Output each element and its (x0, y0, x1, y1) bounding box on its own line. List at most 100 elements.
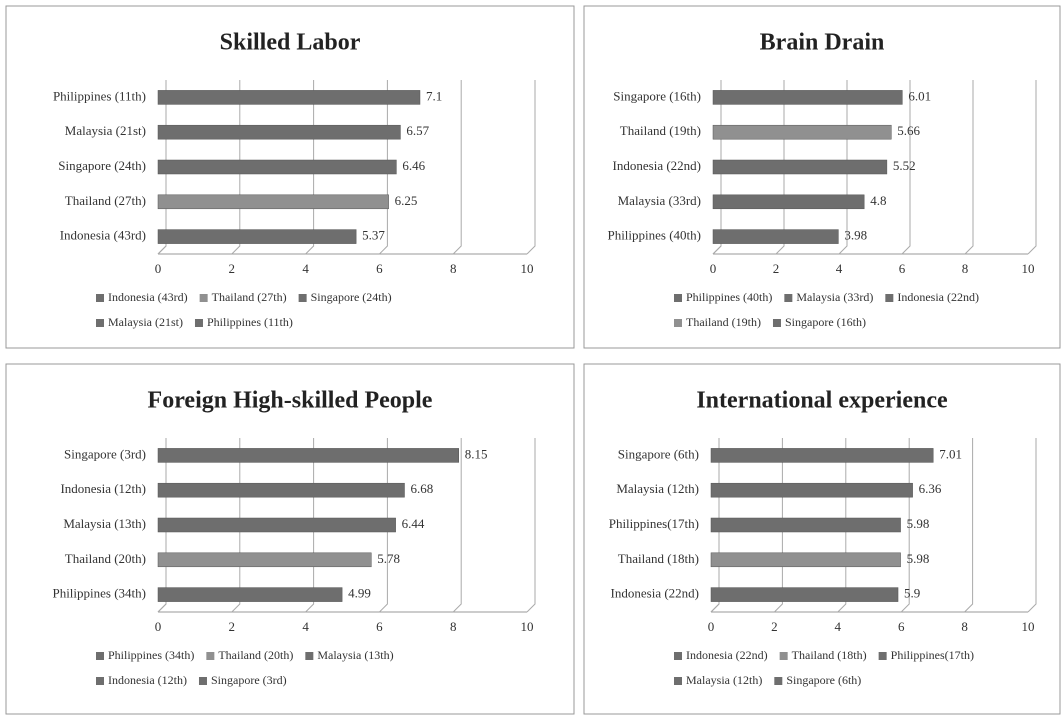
legend-swatch (96, 652, 104, 660)
x-tick-label: 6 (898, 619, 905, 634)
legend-label: Indonesia (22nd) (686, 648, 768, 662)
chart-title: Skilled Labor (220, 30, 361, 56)
value-label: 5.9 (904, 586, 920, 601)
value-label: 6.44 (402, 516, 425, 531)
legend-label: Indonesia (22nd) (897, 290, 979, 304)
grid-line (452, 438, 462, 613)
bar (710, 448, 934, 463)
legend-swatch (199, 294, 208, 302)
x-tick-label: 6 (899, 261, 906, 276)
y-tick-label: Malaysia (21st) (65, 123, 146, 138)
legend-swatch (878, 652, 887, 660)
value-label: 7.01 (939, 446, 962, 461)
legend-label: Philippines (40th) (686, 290, 772, 304)
chart-title: International experience (696, 388, 948, 414)
x-tick-label: 2 (229, 619, 236, 634)
y-tick-label: Malaysia (33rd) (618, 193, 701, 208)
chart-title: Foreign High-skilled People (148, 388, 433, 414)
grid-line (452, 80, 462, 255)
y-tick-label: Malaysia (12th) (616, 481, 699, 496)
bar (157, 194, 389, 210)
bar (157, 587, 343, 602)
legend-label: Malaysia (12th) (686, 673, 762, 687)
grid-line (526, 80, 536, 255)
legend-swatch (198, 677, 207, 685)
grid-line (1027, 438, 1037, 613)
y-tick-label: Indonesia (22nd) (613, 158, 701, 173)
value-label: 6.25 (395, 193, 418, 208)
legend-label: Indonesia (43rd) (108, 290, 188, 304)
y-tick-label: Singapore (16th) (613, 88, 701, 103)
panel (583, 5, 1061, 349)
value-label: 6.68 (410, 481, 433, 496)
bar (157, 159, 397, 175)
legend-label: Singapore (16th) (785, 315, 866, 329)
y-tick-label: Thailand (20th) (65, 551, 146, 566)
x-tick-label: 8 (450, 261, 457, 276)
x-tick-label: 2 (773, 261, 780, 276)
value-label: 4.8 (870, 193, 886, 208)
chart-title: Brain Drain (760, 30, 885, 56)
x-tick-label: 10 (521, 261, 534, 276)
y-tick-label: Singapore (3rd) (64, 446, 146, 461)
x-tick-label: 6 (376, 619, 383, 634)
legend-swatch (674, 319, 682, 327)
y-tick-label: Indonesia (43rd) (60, 228, 146, 243)
panel (583, 363, 1061, 715)
y-tick-label: Singapore (6th) (618, 446, 699, 461)
x-tick-label: 0 (155, 261, 162, 276)
value-label: 6.36 (919, 481, 942, 496)
value-label: 5.52 (893, 158, 916, 173)
x-tick-label: 8 (961, 619, 968, 634)
value-label: 6.46 (402, 158, 425, 173)
legend-label: Indonesia (12th) (108, 673, 187, 687)
x-tick-label: 0 (155, 619, 162, 634)
x-tick-label: 10 (1022, 261, 1035, 276)
bar (710, 587, 899, 602)
legend-swatch (305, 652, 314, 660)
y-tick-label: Thailand (27th) (65, 193, 146, 208)
value-label: 5.98 (907, 551, 930, 566)
x-tick-label: 8 (450, 619, 457, 634)
x-tick-label: 4 (302, 619, 309, 634)
bar (712, 90, 903, 105)
legend-swatch (784, 294, 793, 302)
value-label: 6.57 (406, 123, 429, 138)
legend-swatch (779, 652, 788, 660)
legend-swatch (774, 677, 783, 685)
value-label: 5.98 (907, 516, 930, 531)
x-tick-label: 2 (229, 261, 236, 276)
bar (157, 517, 396, 533)
bar (157, 124, 401, 140)
value-label: 5.78 (377, 551, 400, 566)
value-label: 5.37 (362, 228, 385, 243)
grid-line (964, 80, 974, 255)
legend-label: Malaysia (33rd) (796, 290, 873, 304)
legend-swatch (96, 294, 104, 302)
x-tick-label: 8 (962, 261, 969, 276)
x-tick-label: 4 (836, 261, 843, 276)
bar (157, 482, 405, 498)
legend-label: Thailand (27th) (212, 290, 287, 304)
bar (157, 552, 372, 568)
legend-label: Malaysia (21st) (108, 315, 183, 329)
legend-label: Singapore (3rd) (211, 673, 287, 687)
y-tick-label: Philippines (34th) (52, 586, 146, 601)
y-tick-label: Indonesia (22nd) (611, 586, 699, 601)
legend-label: Thailand (18th) (792, 648, 867, 662)
legend-label: Thailand (20th) (218, 648, 293, 662)
x-tick-label: 4 (302, 261, 309, 276)
legend-label: Philippines(17th) (891, 648, 974, 662)
legend-swatch (194, 319, 203, 327)
bar (712, 159, 888, 175)
value-label: 8.15 (465, 446, 488, 461)
value-label: 5.66 (897, 123, 920, 138)
x-tick-label: 2 (771, 619, 778, 634)
legend-label: Philippines (11th) (207, 315, 293, 329)
grid-line (964, 438, 974, 613)
bar (157, 229, 357, 244)
bar (710, 482, 913, 498)
x-tick-label: 4 (835, 619, 842, 634)
grid-line (1027, 80, 1037, 255)
